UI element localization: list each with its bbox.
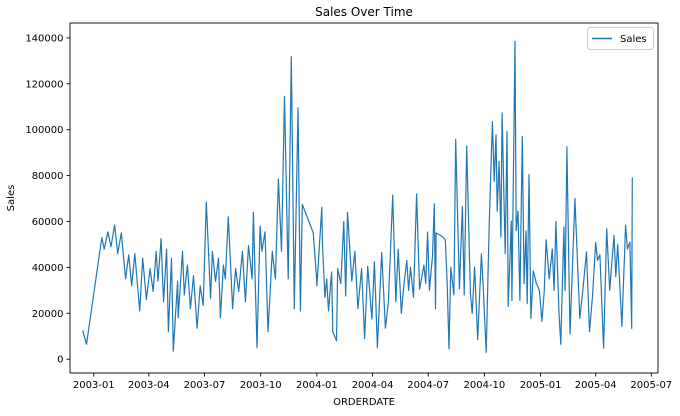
y-tick-label: 80000 <box>32 171 64 182</box>
x-axis-label: ORDERDATE <box>333 397 395 408</box>
y-tick-label: 140000 <box>25 33 63 44</box>
x-tick-label: 2004-07 <box>407 380 449 391</box>
y-tick-label: 20000 <box>32 309 64 320</box>
x-tick-label: 2003-10 <box>240 380 282 391</box>
chart-title: Sales Over Time <box>315 5 413 19</box>
x-tick-label: 2004-10 <box>464 380 506 391</box>
x-tick-label: 2003-07 <box>184 380 226 391</box>
x-tick-label: 2003-01 <box>73 380 115 391</box>
legend-label: Sales <box>620 34 647 45</box>
y-axis-label: Sales <box>6 185 17 212</box>
y-tick-label: 40000 <box>32 263 64 274</box>
x-tick-label: 2004-01 <box>296 380 338 391</box>
x-axis-ticks: 2003-01 2003-04 2003-07 2003-10 2004-01 2004-… <box>73 373 672 391</box>
sales-line-series <box>82 40 633 353</box>
plot-area <box>69 22 659 374</box>
legend-box <box>587 27 654 50</box>
x-tick-label: 2005-07 <box>630 380 672 391</box>
y-tick-label: 0 <box>57 355 63 366</box>
x-tick-label: 2003-04 <box>128 380 170 391</box>
y-axis-ticks: 0 20000 40000 60000 80000 100000 120000 140000 <box>25 33 70 366</box>
x-tick-label: 2005-01 <box>520 380 562 391</box>
y-tick-label: 120000 <box>25 79 63 90</box>
y-tick-label: 100000 <box>25 125 63 136</box>
y-tick-label: 60000 <box>32 217 64 228</box>
x-tick-label: 2004-04 <box>352 380 394 391</box>
legend: Sales <box>587 27 654 50</box>
x-tick-label: 2005-04 <box>575 380 617 391</box>
